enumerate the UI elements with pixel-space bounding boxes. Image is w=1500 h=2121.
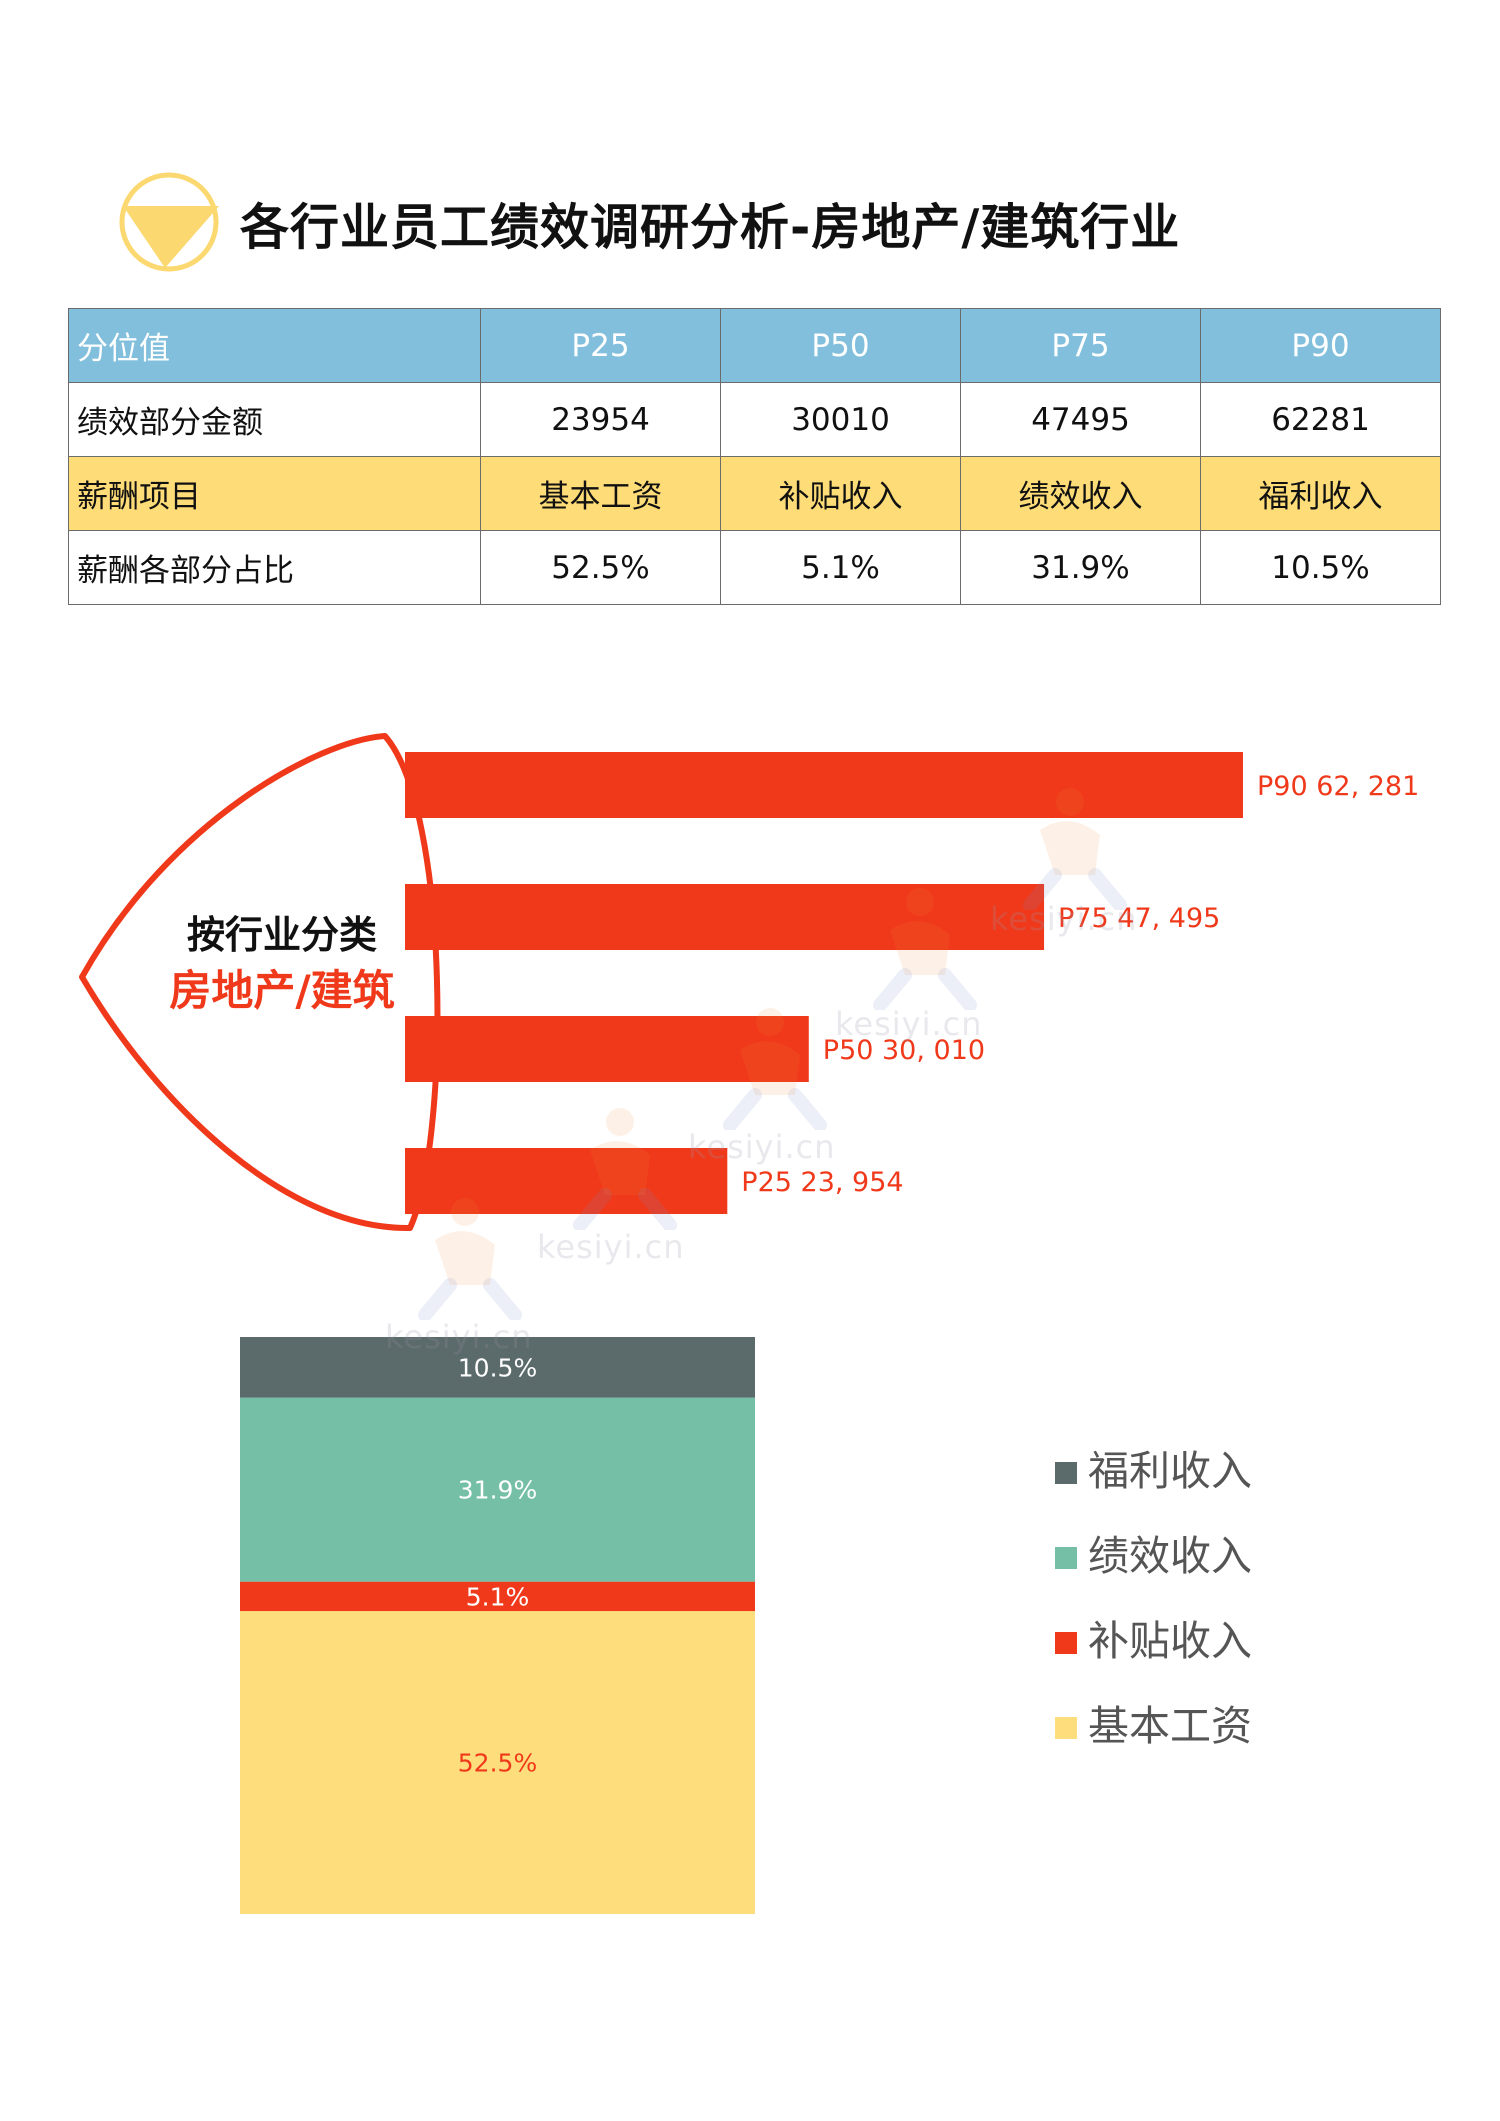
bar-p50: [405, 1016, 809, 1082]
legend-label: 福利收入: [1088, 1447, 1252, 1495]
table-cell: 10.5%: [1200, 530, 1441, 605]
table-row-header: 分位值: [68, 308, 481, 383]
watermark: kesiyi.cn: [537, 1228, 685, 1266]
bar-label: P75 47, 495: [1058, 903, 1220, 934]
segment-label: 31.9%: [458, 1476, 537, 1505]
table-cell: P75: [960, 308, 1201, 383]
legend-swatch: [1055, 1462, 1077, 1484]
stack-segment: [240, 1611, 755, 1914]
table-cell: 绩效收入: [960, 456, 1201, 531]
watermark-figure-icon: [873, 888, 977, 1010]
watermark-figure-icon: [573, 1108, 677, 1230]
watermark-figure-icon: [418, 1198, 522, 1320]
chart-title: 按行业分类: [187, 913, 377, 957]
stack-segment: [240, 1397, 755, 1582]
table-row: 分位值 P25 P50 P75 P90: [68, 308, 1441, 383]
table-cell: P90: [1200, 308, 1441, 383]
stack-segment: [240, 1337, 755, 1398]
table-row-header: 薪酬项目: [68, 456, 481, 531]
watermark-figure-icon: [1023, 788, 1127, 910]
legend-label: 绩效收入: [1088, 1532, 1252, 1580]
bar-p25: [405, 1148, 728, 1214]
table-row-header: 绩效部分金额: [68, 382, 481, 457]
legend-swatch: [1055, 1547, 1077, 1569]
watermark: kesiyi.cn: [835, 1005, 983, 1043]
table-row: 薪酬各部分占比 52.5% 5.1% 31.9% 10.5%: [68, 530, 1441, 605]
segment-label: 10.5%: [458, 1353, 537, 1382]
watermark-figure-icon: [723, 1008, 827, 1130]
table-cell: P50: [720, 308, 961, 383]
header: 各行业员工绩效调研分析-房地产/建筑行业: [115, 168, 1415, 280]
table-cell: 补贴收入: [720, 456, 961, 531]
table-cell: 62281: [1200, 382, 1441, 457]
bar-p90: [405, 752, 1243, 818]
bar-label: P50 30, 010: [823, 1035, 985, 1066]
page-title: 各行业员工绩效调研分析-房地产/建筑行业: [240, 199, 1181, 256]
table-cell: 福利收入: [1200, 456, 1441, 531]
table-cell: 52.5%: [480, 530, 721, 605]
percentile-bar-chart: P90 62, 281 P75 47, 495 P50 30, 010 P25 23,…: [79, 733, 1419, 1232]
table-row: 薪酬项目 基本工资 补贴收入 绩效收入 福利收入: [68, 456, 1441, 531]
table-cell: 基本工资: [480, 456, 721, 531]
watermark: kesiyi.cn: [688, 1128, 836, 1166]
segment-label: 52.5%: [458, 1749, 537, 1778]
table-row: 绩效部分金额 23954 30010 47495 62281: [68, 382, 1441, 457]
shield-shape: [79, 733, 441, 1232]
bar-p75: [405, 884, 1045, 950]
segment-label: 5.1%: [466, 1582, 530, 1611]
table-cell: 30010: [720, 382, 961, 457]
bar-label: P25 23, 954: [741, 1167, 903, 1198]
table-cell: 5.1%: [720, 530, 961, 605]
logo-icon: [119, 172, 219, 272]
table-cell: P25: [480, 308, 721, 383]
stack-segment: [240, 1581, 755, 1612]
legend-label: 基本工资: [1088, 1702, 1252, 1750]
watermark: kesiyi.cn: [385, 1318, 533, 1356]
salary-table: 分位值 P25 P50 P75 P90 绩效部分金额 23954 30010 47495 6228…: [68, 308, 1441, 605]
table-row-header: 薪酬各部分占比: [68, 530, 481, 605]
legend-swatch: [1055, 1717, 1077, 1739]
table-cell: 23954: [480, 382, 721, 457]
legend-label: 补贴收入: [1088, 1617, 1252, 1665]
bar-label: P90 62, 281: [1257, 771, 1419, 802]
chart-subtitle: 房地产/建筑: [169, 966, 394, 1015]
table-cell: 47495: [960, 382, 1201, 457]
table-cell: 31.9%: [960, 530, 1201, 605]
legend-swatch: [1055, 1632, 1077, 1654]
watermark: kesiyi.cn: [990, 900, 1138, 938]
